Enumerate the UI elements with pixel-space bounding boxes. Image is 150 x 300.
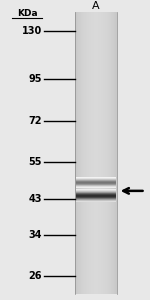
Text: 43: 43	[28, 194, 42, 205]
Text: KDa: KDa	[17, 9, 37, 18]
Text: 26: 26	[28, 271, 42, 281]
Text: 130: 130	[22, 26, 42, 36]
Text: 72: 72	[28, 116, 42, 126]
Text: 95: 95	[28, 74, 42, 84]
Text: 55: 55	[28, 157, 42, 167]
Text: 34: 34	[28, 230, 42, 240]
Text: A: A	[92, 1, 100, 11]
